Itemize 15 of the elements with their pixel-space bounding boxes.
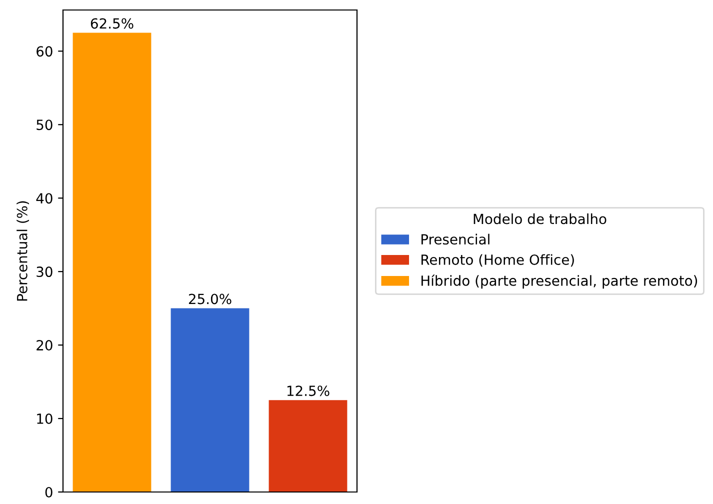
legend-title: Modelo de trabalho bbox=[474, 213, 606, 224]
y-tick-label: 50 bbox=[36, 120, 52, 130]
legend-label: Híbrido (parte presencial, parte remoto) bbox=[422, 274, 698, 289]
y-tick-label: 40 bbox=[36, 193, 52, 204]
y-tick-label: 10 bbox=[37, 413, 52, 424]
y-tick-label: 20 bbox=[36, 340, 52, 351]
data-label: 25.0% bbox=[188, 294, 232, 304]
legend-label: Presencial bbox=[422, 234, 490, 245]
y-axis-title: Percentual (%) bbox=[16, 201, 29, 301]
y-tick-label: 30 bbox=[36, 266, 52, 278]
y-tick-label: 60 bbox=[36, 46, 52, 57]
data-label: 62.5% bbox=[90, 18, 134, 29]
legend-label: Remoto (Home Office) bbox=[422, 254, 574, 267]
y-tick-label: 0 bbox=[45, 486, 52, 498]
data-label: 12.5% bbox=[287, 386, 330, 396]
